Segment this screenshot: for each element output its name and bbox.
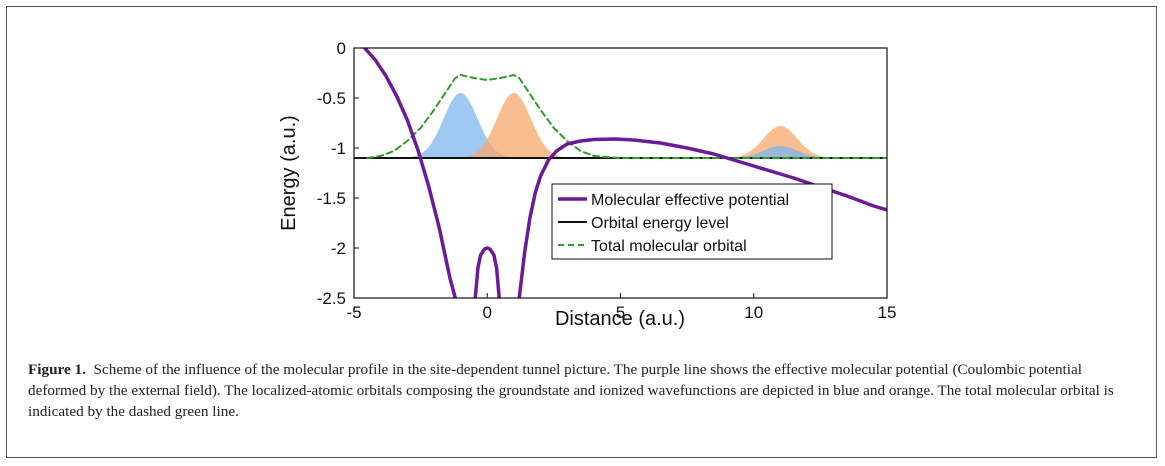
y-tick-label: -1.5 <box>317 189 346 208</box>
legend-entry-total: Total molecular orbital <box>591 238 747 255</box>
potential-line <box>362 48 887 298</box>
orbital-fills <box>364 93 877 158</box>
x-axis-label: Distance (a.u.) <box>555 308 685 330</box>
x-tick-label: 15 <box>878 303 897 322</box>
axes-box <box>353 47 888 299</box>
legend-entry-level: Orbital energy level <box>591 215 729 232</box>
y-ticks: 0 -0.5 -1 -1.5 -2 -2.5 <box>317 39 359 308</box>
orbital-fill-blue-4 <box>684 146 877 158</box>
legend: Molecular effective potential Orbital en… <box>551 183 833 260</box>
y-axis-label: Energy (a.u.) <box>278 115 300 231</box>
x-tick-label: 10 <box>744 303 763 322</box>
legend-box <box>551 183 833 260</box>
y-tick-label: 0 <box>337 39 346 58</box>
y-tick-label: -1 <box>331 139 346 158</box>
orbital-fill-orange-3 <box>684 126 877 158</box>
y-tick-label: -2 <box>331 239 346 258</box>
plot-lines <box>354 48 887 298</box>
figure-frame: -5 0 5 10 15 0 -0.5 -1 -1.5 -2 -2.5 Distance (a.u… <box>6 6 1157 458</box>
y-tick-label: -2.5 <box>317 289 346 308</box>
x-ticks: -5 0 5 10 15 <box>346 293 896 322</box>
figure-caption: Figure 1. Scheme of the influence of the… <box>28 359 1143 422</box>
y-tick-label: -0.5 <box>317 89 346 108</box>
x-tick-label: 0 <box>483 303 492 322</box>
x-tick-label: -5 <box>346 303 361 322</box>
orbital-fill-blue-1 <box>364 93 557 158</box>
figure-label: Figure 1. <box>28 361 86 378</box>
legend-entry-potential: Molecular effective potential <box>591 192 789 209</box>
figure-caption-text: Scheme of the influence of the molecular… <box>28 361 1114 420</box>
x-tick-label: 5 <box>616 303 625 322</box>
energy-plot: -5 0 5 10 15 0 -0.5 -1 -1.5 -2 -2.5 Distance (a.u… <box>278 39 896 330</box>
orbital-fill-orange-2 <box>417 93 610 158</box>
